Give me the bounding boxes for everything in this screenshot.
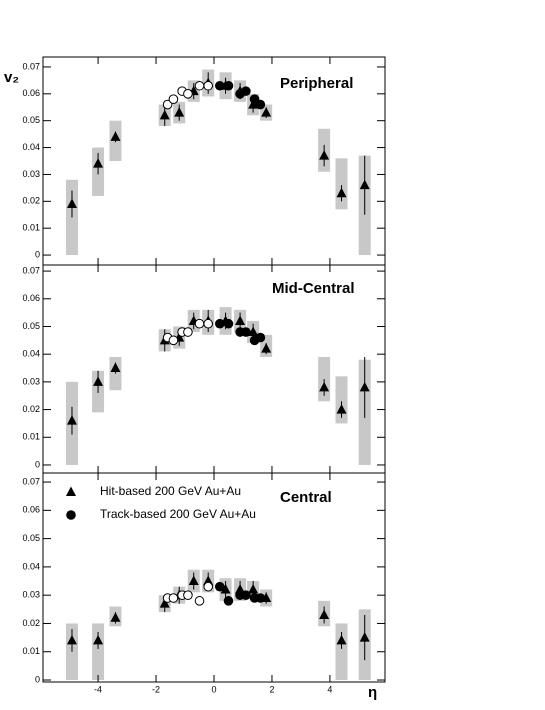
y-tick-label: 0.02 bbox=[22, 196, 40, 206]
triangle-marker bbox=[220, 584, 231, 594]
triangle-marker bbox=[248, 584, 259, 594]
triangle-marker bbox=[336, 187, 347, 198]
triangle-marker bbox=[174, 107, 185, 117]
systematic-box bbox=[335, 158, 348, 210]
circle-marker bbox=[214, 318, 225, 329]
triangle-marker bbox=[159, 109, 170, 120]
open-circle-marker bbox=[194, 596, 205, 606]
y-tick-label: 0.07 bbox=[22, 265, 40, 275]
y-tick-label: 0.06 bbox=[22, 88, 40, 98]
open-circle-marker bbox=[168, 335, 179, 346]
triangle-marker bbox=[66, 634, 77, 645]
y-tick-label: 0.03 bbox=[22, 169, 40, 179]
y-tick-label: 0.05 bbox=[22, 115, 40, 125]
y-tick-label: 0.05 bbox=[22, 533, 40, 543]
triangle-marker bbox=[93, 376, 104, 386]
triangle-marker bbox=[319, 150, 330, 160]
triangle-marker bbox=[235, 315, 246, 325]
circle-marker bbox=[241, 590, 251, 600]
y-tick-label: 0.02 bbox=[22, 618, 40, 628]
circle-marker bbox=[223, 318, 234, 329]
triangle-marker bbox=[261, 107, 272, 117]
y-tick-label: 0 bbox=[35, 459, 40, 469]
legend-label: Hit-based 200 GeV Au+Au bbox=[100, 484, 241, 498]
triangle-marker bbox=[159, 598, 170, 608]
triangle-marker bbox=[93, 634, 104, 645]
y-tick-label: 0.06 bbox=[22, 293, 40, 303]
panel-label: Central bbox=[280, 489, 332, 506]
legend-label: Track-based 200 GeV Au+Au bbox=[100, 507, 256, 521]
triangle-marker bbox=[359, 179, 370, 190]
triangle-marker bbox=[110, 612, 121, 622]
open-circle-marker bbox=[168, 593, 179, 603]
y-tick-label: 0.07 bbox=[22, 476, 40, 486]
open-circle-marker bbox=[183, 590, 193, 600]
triangle-marker bbox=[93, 158, 104, 168]
open-circle-marker bbox=[194, 80, 205, 91]
triangle-marker bbox=[66, 486, 76, 496]
x-tick-label: 4 bbox=[327, 684, 332, 694]
y-tick-label: 0.01 bbox=[22, 432, 40, 442]
open-circle-marker bbox=[203, 80, 214, 91]
triangle-marker bbox=[359, 381, 370, 392]
y-tick-label: 0 bbox=[35, 249, 40, 259]
x-axis-label: η bbox=[368, 684, 377, 701]
y-axis-label: v₂ bbox=[4, 69, 19, 86]
triangle-marker bbox=[110, 362, 121, 373]
y-tick-label: 0 bbox=[35, 674, 40, 684]
panel-label: Mid-Central bbox=[272, 280, 355, 297]
circle-marker bbox=[66, 510, 76, 520]
triangle-marker bbox=[319, 609, 330, 619]
triangle-marker bbox=[336, 404, 347, 414]
circle-marker bbox=[223, 80, 234, 91]
y-tick-label: 0.03 bbox=[22, 590, 40, 600]
triangle-marker bbox=[319, 381, 330, 392]
triangle-marker bbox=[66, 198, 77, 208]
systematic-box bbox=[92, 623, 105, 681]
y-tick-label: 0.02 bbox=[22, 404, 40, 414]
open-circle-marker bbox=[194, 318, 205, 329]
triangle-marker bbox=[248, 326, 259, 337]
y-tick-label: 0.06 bbox=[22, 505, 40, 515]
x-tick-label: 2 bbox=[269, 684, 274, 694]
y-tick-label: 0.01 bbox=[22, 223, 40, 233]
circle-marker bbox=[214, 581, 225, 592]
triangle-marker bbox=[336, 634, 347, 645]
triangle-marker bbox=[188, 575, 199, 586]
y-tick-label: 0.04 bbox=[22, 561, 40, 571]
circle-marker bbox=[214, 80, 225, 91]
circle-marker bbox=[255, 99, 266, 110]
y-tick-label: 0.01 bbox=[22, 646, 40, 656]
circle-marker bbox=[255, 593, 266, 603]
systematic-box bbox=[65, 623, 78, 681]
y-tick-label: 0.07 bbox=[22, 61, 40, 71]
triangle-marker bbox=[66, 415, 77, 425]
circle-marker bbox=[241, 327, 251, 337]
x-tick-label: -4 bbox=[94, 684, 102, 694]
circle-marker bbox=[255, 332, 266, 343]
open-circle-marker bbox=[203, 318, 214, 329]
triangle-marker bbox=[261, 343, 272, 353]
open-circle-marker bbox=[168, 94, 179, 104]
open-circle-marker bbox=[203, 581, 214, 592]
y-tick-label: 0.03 bbox=[22, 376, 40, 386]
y-tick-label: 0.05 bbox=[22, 321, 40, 331]
open-circle-marker bbox=[183, 327, 193, 337]
systematic-box bbox=[335, 623, 348, 681]
circle-marker bbox=[241, 86, 251, 96]
y-tick-label: 0.04 bbox=[22, 142, 40, 152]
triangle-marker bbox=[110, 131, 121, 141]
panel-label: Peripheral bbox=[280, 75, 353, 92]
open-circle-marker bbox=[183, 89, 193, 99]
triangle-marker bbox=[248, 99, 259, 109]
y-tick-label: 0.04 bbox=[22, 349, 40, 359]
triangle-marker bbox=[359, 632, 370, 642]
x-tick-label: -2 bbox=[152, 684, 160, 694]
circle-marker bbox=[223, 596, 234, 606]
open-circle-marker bbox=[162, 99, 173, 110]
x-tick-label: 0 bbox=[211, 684, 216, 694]
